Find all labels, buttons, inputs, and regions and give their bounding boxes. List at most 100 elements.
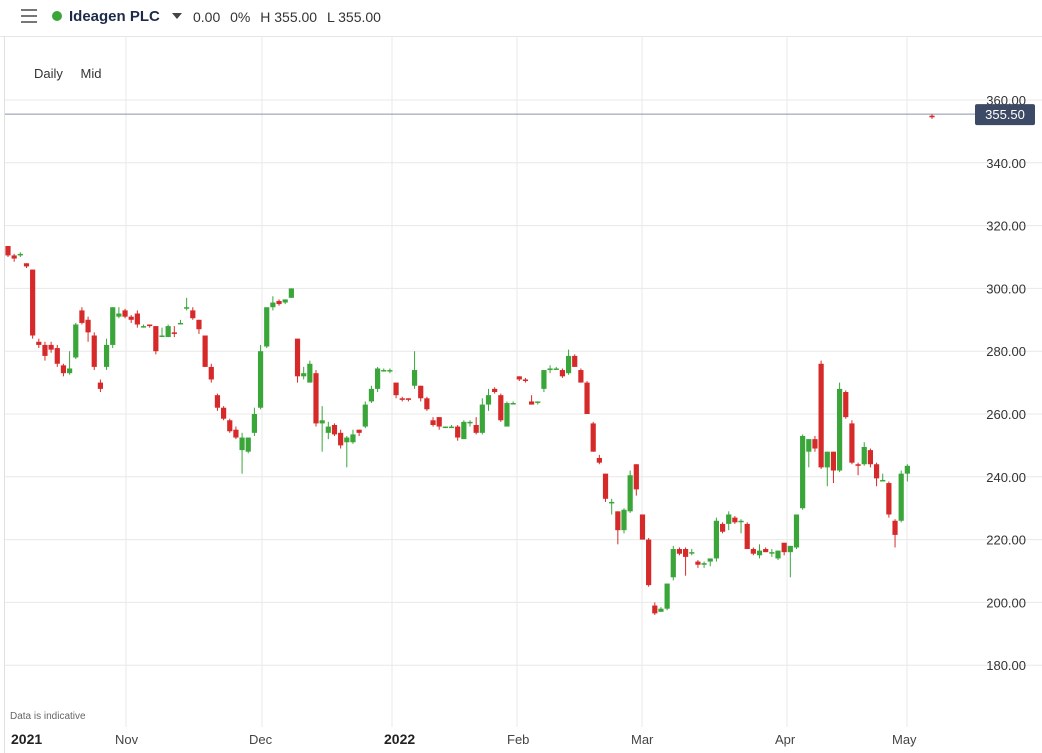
candle [627,470,633,513]
hamburger-icon[interactable] [21,9,37,23]
candle [245,437,251,454]
candle-body [670,549,676,578]
candle [578,368,584,383]
candle-body [202,335,208,367]
candle-body [565,355,572,374]
candle-body [399,398,405,400]
candle-body [294,338,301,377]
price-type-selector[interactable]: Mid [80,66,102,81]
candle-body [596,457,602,463]
candle-body [165,326,171,338]
candle-body [541,370,547,389]
candle-body [572,355,578,367]
candle-body [214,395,221,408]
candle-body [806,439,812,452]
candle [843,390,849,419]
candle-body [750,549,756,554]
y-axis: 360.00340.00320.00300.00280.00260.00240.… [986,93,1026,673]
candle-body [510,403,516,405]
candle [787,545,793,578]
candle [886,481,892,518]
candle [744,522,750,550]
candle-body [479,404,485,433]
candle [855,462,861,476]
candle-body [270,302,276,308]
candle-body [713,520,719,559]
candle [713,517,719,562]
candle-body [73,324,79,358]
candle-body [288,288,294,298]
candle-body [67,368,73,374]
candle [85,316,91,342]
candle-body [664,583,670,609]
candle [399,396,405,402]
candle [664,583,670,611]
candle [793,514,800,550]
candle-body [578,370,584,383]
candle-body [726,514,732,524]
candle-body [812,439,818,449]
candle-body [79,310,85,323]
candle-body [282,299,288,303]
candle-body [116,313,122,317]
candle [467,420,473,427]
candle-body [307,363,313,383]
candle-body [787,545,793,553]
candle [892,519,898,548]
candle [867,448,873,468]
candle-body [387,370,393,372]
candle-body [609,501,615,504]
candle [350,429,356,444]
candle [461,420,467,440]
candle-body [843,392,849,418]
candle-body [707,558,713,562]
candle [929,114,935,119]
day-low: L 355.00 [326,9,381,25]
candle-body [97,382,103,389]
candle [516,376,522,382]
candle [393,382,399,399]
candle [676,547,683,556]
candle [535,401,541,405]
candle [381,368,387,372]
candle-body [904,465,910,474]
candle [301,366,307,380]
candle [565,349,572,375]
candle-body [695,561,701,565]
candle-body [411,370,418,386]
candle [492,387,498,394]
candle-body [639,514,646,540]
candle-body [880,479,886,482]
candle-body [30,269,36,336]
candle-body [319,420,325,424]
candle-body [461,421,467,440]
disclaimer-text: Data is indicative [10,711,86,722]
candle [116,307,122,319]
candle-body [442,426,448,429]
candle-body [54,348,60,364]
candle-body [356,429,362,433]
candle [36,338,42,349]
candle-body [221,407,227,419]
candle-body [633,464,639,490]
candle-body [738,520,744,523]
price-change-percent: 0% [230,9,251,25]
day-high: H 355.00 [260,9,318,25]
candle-body [85,319,91,333]
candle [775,550,781,561]
candle [331,423,338,436]
chevron-down-icon[interactable] [172,13,182,19]
candle [319,406,325,452]
x-tick-label: Apr [775,732,796,747]
instrument-header: Ideagen PLC 0.00 0% H 355.00 L 355.00 [0,0,1042,37]
interval-selector[interactable]: Daily [34,66,63,81]
candle-body [239,437,245,451]
candle-body [892,520,898,535]
candle [79,307,85,325]
candle-body [529,401,535,405]
candle-body [301,373,307,377]
candle [670,545,676,581]
candle-body [233,429,239,438]
candle-body [559,370,565,377]
candle-body [368,388,375,402]
